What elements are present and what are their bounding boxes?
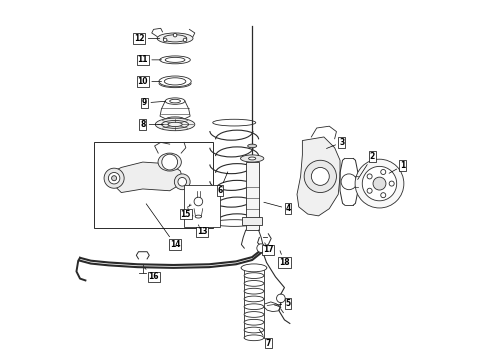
Text: 3: 3 <box>326 138 344 148</box>
Circle shape <box>355 159 404 208</box>
Text: 11: 11 <box>138 55 162 64</box>
Text: 17: 17 <box>263 243 273 255</box>
Circle shape <box>108 172 120 184</box>
Bar <box>184 185 220 226</box>
Circle shape <box>178 177 187 186</box>
Ellipse shape <box>165 98 185 104</box>
Text: 16: 16 <box>145 268 159 281</box>
Ellipse shape <box>160 56 190 64</box>
Ellipse shape <box>247 144 257 148</box>
Ellipse shape <box>157 33 193 44</box>
Circle shape <box>257 244 266 252</box>
Ellipse shape <box>158 153 181 171</box>
Circle shape <box>174 174 190 190</box>
Circle shape <box>194 197 203 206</box>
Text: 1: 1 <box>389 161 405 173</box>
Text: 18: 18 <box>279 251 290 267</box>
Text: 5: 5 <box>275 299 291 308</box>
Circle shape <box>163 38 167 42</box>
Text: 2: 2 <box>358 152 375 179</box>
Ellipse shape <box>213 119 256 126</box>
Text: 8: 8 <box>140 120 163 129</box>
Ellipse shape <box>166 117 184 121</box>
Ellipse shape <box>244 312 264 318</box>
Text: 9: 9 <box>142 98 165 107</box>
Circle shape <box>381 170 386 175</box>
Circle shape <box>389 181 394 186</box>
Bar <box>95 142 213 228</box>
Circle shape <box>381 193 386 198</box>
Ellipse shape <box>244 319 264 325</box>
Bar <box>245 162 259 230</box>
Ellipse shape <box>244 273 264 279</box>
Ellipse shape <box>244 335 264 341</box>
Ellipse shape <box>159 76 191 87</box>
Circle shape <box>304 160 337 193</box>
Circle shape <box>362 166 397 201</box>
Ellipse shape <box>244 304 264 310</box>
Ellipse shape <box>244 280 264 286</box>
Text: 12: 12 <box>134 34 160 43</box>
Text: 7: 7 <box>259 329 271 348</box>
Circle shape <box>367 174 372 179</box>
Ellipse shape <box>241 155 264 162</box>
Ellipse shape <box>244 327 264 333</box>
Circle shape <box>311 167 329 185</box>
Circle shape <box>367 188 372 193</box>
Circle shape <box>276 294 285 303</box>
Circle shape <box>112 176 117 181</box>
Polygon shape <box>114 162 182 193</box>
Ellipse shape <box>155 118 195 131</box>
Ellipse shape <box>248 157 256 160</box>
Circle shape <box>341 174 357 190</box>
Ellipse shape <box>195 215 201 218</box>
Text: 15: 15 <box>181 204 191 219</box>
Ellipse shape <box>241 264 267 272</box>
Circle shape <box>104 168 124 188</box>
Circle shape <box>162 154 177 170</box>
Circle shape <box>173 33 177 37</box>
Text: 4: 4 <box>264 202 291 213</box>
Text: 10: 10 <box>138 77 162 86</box>
Text: 14: 14 <box>146 204 180 249</box>
Bar <box>242 217 262 225</box>
Ellipse shape <box>244 288 264 294</box>
Text: 13: 13 <box>196 225 207 237</box>
Ellipse shape <box>244 296 264 302</box>
Circle shape <box>183 38 187 42</box>
Ellipse shape <box>213 220 256 226</box>
Text: 6: 6 <box>217 172 228 195</box>
Circle shape <box>373 177 386 190</box>
Polygon shape <box>297 137 340 216</box>
